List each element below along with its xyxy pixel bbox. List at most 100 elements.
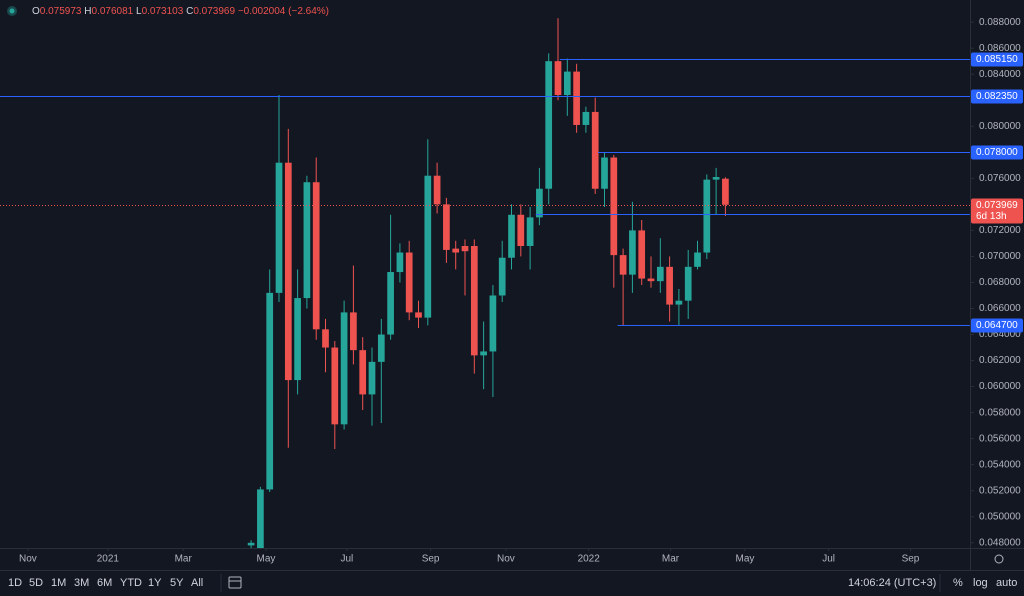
candle-body	[591, 111, 599, 189]
y-tick-label: 0.088000	[979, 17, 1021, 28]
candle-body	[722, 178, 729, 205]
y-tick-label: 0.062000	[979, 355, 1021, 366]
percent-toggle[interactable]: %	[953, 577, 963, 589]
range-button[interactable]: 1M	[51, 577, 66, 589]
candle-body	[508, 214, 515, 258]
candle-body	[712, 177, 720, 180]
candle-body	[656, 266, 664, 282]
x-tick-label: May	[257, 554, 276, 565]
y-tick-label: 0.086000	[979, 43, 1021, 54]
candle-body	[526, 217, 534, 247]
auto-toggle[interactable]: auto	[996, 577, 1017, 589]
range-button[interactable]: 5Y	[170, 577, 184, 589]
candle-body	[415, 312, 422, 318]
y-tick-label: 0.048000	[979, 537, 1021, 548]
candle-body	[396, 252, 404, 273]
candle-body	[601, 157, 608, 189]
candle-body	[405, 252, 413, 313]
candle-body	[452, 248, 460, 253]
change-percent: (−2.64%)	[288, 6, 329, 17]
candle-body	[266, 292, 274, 490]
range-button[interactable]: 1D	[8, 577, 22, 589]
range-button[interactable]: 3M	[74, 577, 89, 589]
candle-body	[340, 312, 348, 425]
y-tick-label: 0.054000	[979, 459, 1021, 470]
candle-body	[322, 329, 329, 348]
range-button[interactable]: 1Y	[148, 577, 162, 589]
candle-body	[424, 175, 432, 318]
x-tick-label: 2022	[578, 554, 601, 565]
candle-body	[647, 278, 655, 282]
date-range-icon[interactable]	[228, 576, 242, 589]
countdown-label: 6d 13h	[976, 211, 1007, 222]
candle-body	[377, 334, 385, 362]
candle-body	[573, 71, 580, 125]
plot-area	[0, 18, 970, 548]
log-toggle[interactable]: log	[973, 577, 988, 589]
ohlc-legend: O0.075973 H0.076081 L0.073103 C0.073969 …	[32, 6, 329, 17]
candle-body	[629, 230, 636, 275]
candle-body	[545, 61, 553, 189]
y-tick-label: 0.060000	[979, 381, 1021, 392]
candle-body	[443, 204, 450, 250]
level-label: 0.085150	[976, 54, 1018, 65]
candle-body	[480, 351, 487, 356]
close-value: 0.073969	[193, 6, 235, 17]
high-value: 0.076081	[92, 6, 134, 17]
candle-body	[461, 246, 469, 252]
candle-body	[675, 300, 683, 305]
y-tick-label: 0.080000	[979, 121, 1021, 132]
settings-icon[interactable]	[994, 554, 1004, 564]
range-button[interactable]: 5D	[29, 577, 43, 589]
y-tick-label: 0.058000	[979, 407, 1021, 418]
candle-body	[257, 489, 264, 548]
candle-body	[536, 188, 543, 218]
y-tick-label: 0.052000	[979, 485, 1021, 496]
x-tick-label: Nov	[497, 554, 515, 565]
y-tick-label: 0.050000	[979, 511, 1021, 522]
open-label: O	[32, 6, 40, 17]
x-tick-label: Sep	[422, 554, 440, 565]
candle-body	[582, 111, 590, 125]
level-label-bg	[971, 89, 1023, 104]
candle-body	[284, 162, 292, 381]
candle-body	[563, 71, 571, 96]
candle-body	[498, 257, 506, 296]
change-value: −0.002004	[238, 6, 286, 17]
candle-body	[331, 347, 339, 425]
candle-body	[359, 350, 367, 395]
x-tick-label: Sep	[902, 554, 920, 565]
open-value: 0.075973	[40, 6, 82, 17]
level-label-bg	[971, 52, 1023, 67]
candle-body	[294, 298, 301, 381]
candle-body	[247, 542, 255, 546]
low-value: 0.073103	[142, 6, 184, 17]
high-label: H	[84, 6, 91, 17]
candle-body	[387, 272, 394, 335]
candle-body	[368, 361, 376, 395]
level-label: 0.064700	[976, 320, 1018, 331]
status-dot	[9, 8, 15, 14]
candle-body	[312, 182, 320, 330]
candle-body	[684, 266, 692, 301]
x-tick-label: Mar	[175, 554, 193, 565]
y-tick-label: 0.072000	[979, 225, 1021, 236]
candle-body	[610, 157, 618, 256]
range-button[interactable]: 6M	[97, 577, 112, 589]
x-tick-label: Jul	[340, 554, 353, 565]
candle-body	[470, 246, 478, 356]
range-button[interactable]: YTD	[120, 577, 142, 589]
candle-body	[666, 266, 673, 305]
candle-body	[303, 182, 311, 299]
level-label: 0.078000	[976, 147, 1018, 158]
x-tick-label: Nov	[19, 554, 37, 565]
y-tick-label: 0.070000	[979, 251, 1021, 262]
level-label-bg	[971, 145, 1023, 160]
y-tick-label: 0.076000	[979, 173, 1021, 184]
x-tick-label: Jul	[822, 554, 835, 565]
range-button[interactable]: All	[191, 577, 203, 589]
y-tick-label: 0.056000	[979, 433, 1021, 444]
candle-body	[489, 295, 497, 352]
